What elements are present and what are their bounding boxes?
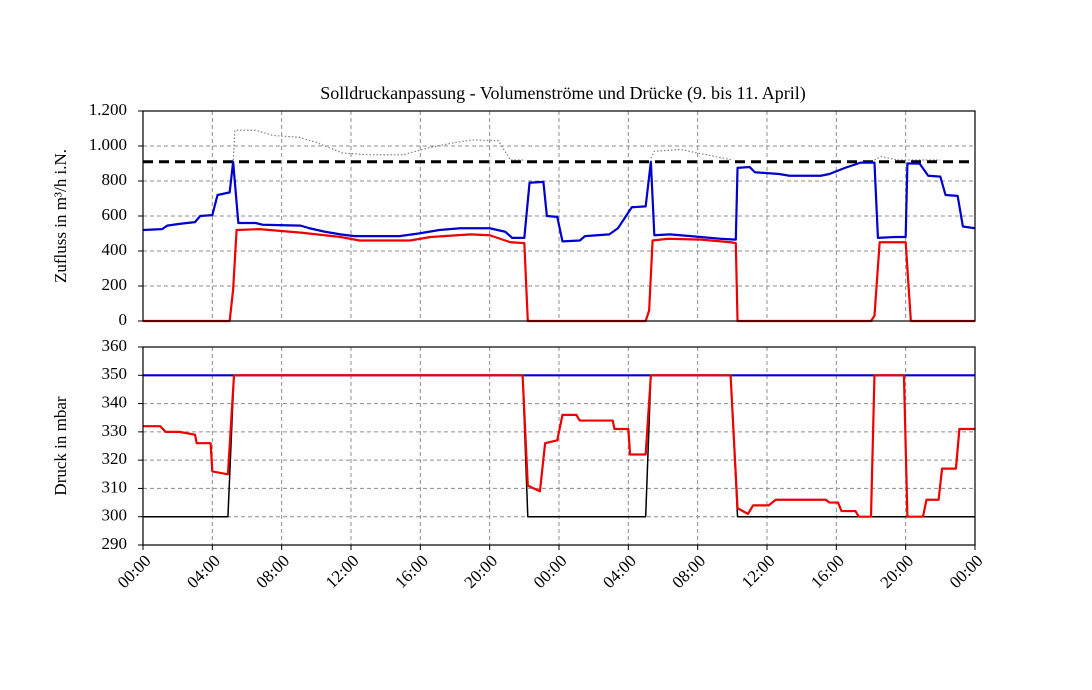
x-tick-label: 12:00 — [322, 551, 363, 592]
plot-frame — [142, 110, 976, 322]
x-tick-label: 00:00 — [114, 551, 155, 592]
y-tick-label: 350 — [102, 364, 128, 383]
y-tick-label: 330 — [102, 421, 128, 440]
series-line — [142, 160, 976, 243]
y-axis-label: Zufluss in m³/h i.N. — [51, 149, 70, 283]
y-tick-label: 310 — [102, 477, 128, 496]
y-tick-label: 200 — [102, 275, 128, 294]
y-tick-label: 290 — [102, 534, 128, 553]
y-tick-label: 600 — [102, 205, 128, 224]
y-tick-label: 340 — [102, 392, 128, 411]
series-line — [232, 129, 941, 164]
x-tick-label: 20:00 — [876, 551, 917, 592]
y-tick-label: 300 — [102, 506, 128, 525]
x-tick-label: 00:00 — [530, 551, 571, 592]
series-line — [143, 374, 975, 518]
x-tick-label: 20:00 — [460, 551, 501, 592]
y-tick-label: 400 — [102, 240, 128, 259]
x-tick-label: 16:00 — [391, 551, 432, 592]
x-tick-label: 04:00 — [183, 551, 224, 592]
y-tick-label: 800 — [102, 170, 128, 189]
x-tick-label: 12:00 — [738, 551, 779, 592]
y-tick-label: 360 — [102, 336, 128, 355]
x-tick-label: 04:00 — [599, 551, 640, 592]
y-tick-label: 1.200 — [89, 100, 127, 119]
y-axis-label: Druck in mbar — [51, 396, 70, 495]
x-tick-label: 08:00 — [668, 551, 709, 592]
x-tick-label: 00:00 — [946, 551, 987, 592]
y-tick-label: 1.000 — [89, 135, 127, 154]
y-tick-label: 320 — [102, 449, 128, 468]
x-tick-label: 08:00 — [252, 551, 293, 592]
chart-title: Solldruckanpassung - Volumenströme und D… — [320, 83, 806, 104]
x-tick-label: 16:00 — [807, 551, 848, 592]
y-tick-label: 0 — [119, 310, 128, 329]
